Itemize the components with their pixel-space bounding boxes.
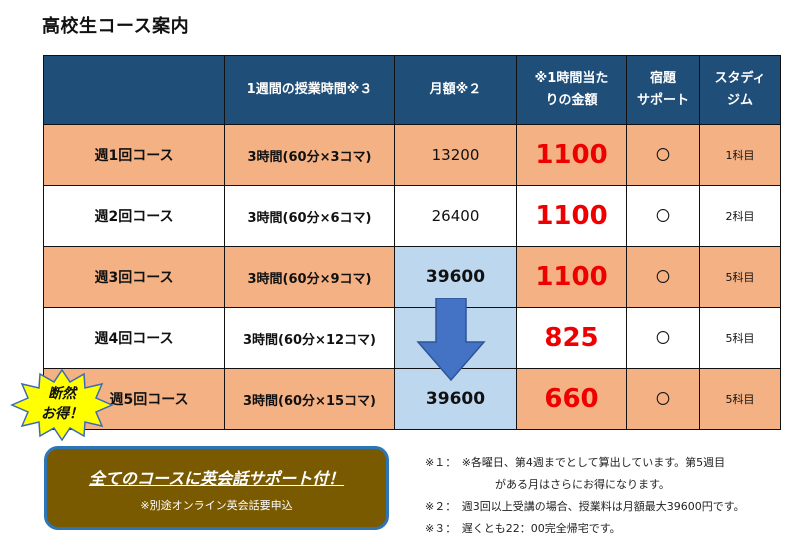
note-1-line2: がある月はさらにお得になります。 (495, 478, 670, 491)
note-1-line1: ※１： ※各曜日、第4週までとして算出しています。第5週目 (425, 456, 726, 469)
hourly-rate: 1100 (516, 246, 627, 308)
hourly-rate: 660 (516, 368, 627, 430)
header-homework-line1: 宿題 (649, 70, 676, 86)
hourly-rate: 1100 (516, 185, 627, 247)
header-rate-line2: りの金額 (545, 93, 598, 108)
study-gym: 5科目 (699, 307, 781, 369)
study-gym: 1科目 (699, 124, 781, 186)
homework-support: 〇 (626, 185, 700, 247)
monthly-fee: 26400 (394, 185, 517, 247)
course-name: 週4回コース (43, 307, 225, 369)
note-2: ※２： 週3回以上受講の場合、授業料は月額最大39600円です。 (425, 500, 745, 513)
weekly-hours: 3時間(60分×9コマ) (224, 246, 395, 308)
header-rate-line1: ※1時間当た (534, 70, 609, 86)
homework-support: 〇 (626, 124, 700, 186)
course-name: 週1回コース (43, 124, 225, 186)
badge-line2: お得！ (41, 406, 83, 422)
monthly-fee: 39600 (394, 368, 517, 430)
table-row: 週2回コース 3時間(60分×6コマ) 26400 1100 〇 2科目 (43, 185, 781, 247)
table-row: 週3回コース 3時間(60分×9コマ) 39600 1100 〇 5科目 (43, 246, 781, 308)
english-support-title: 全てのコースに英会話サポート付！ (88, 469, 345, 488)
starburst-icon (10, 368, 114, 442)
course-table: 1週間の授業時間※３ 月額※２ ※1時間当た りの金額 宿題サポート スタディジム… (43, 55, 781, 430)
page-title: 高校生コース案内 (42, 16, 190, 37)
weekly-hours: 3時間(60分×15コマ) (224, 368, 395, 430)
table-row: 週5回コース 3時間(60分×15コマ) 39600 660 〇 5科目 (43, 368, 781, 430)
table-row: 週1回コース 3時間(60分×3コマ) 13200 1100 〇 1科目 (43, 124, 781, 186)
weekly-hours: 3時間(60分×6コマ) (224, 185, 395, 247)
weekly-hours: 3時間(60分×3コマ) (224, 124, 395, 186)
study-gym: 5科目 (699, 368, 781, 430)
english-support-box: 全てのコースに英会話サポート付！ ※別途オンライン英会話要申込 (44, 446, 389, 530)
hourly-rate: 1100 (516, 124, 627, 186)
table-header-row: 1週間の授業時間※３ 月額※２ ※1時間当た りの金額 宿題サポート スタディジム (43, 55, 781, 125)
note-3: ※３： 遅くとも22：00完全帰宅です。 (425, 522, 621, 535)
hourly-rate: 825 (516, 307, 627, 369)
course-name: 週3回コース (43, 246, 225, 308)
english-support-note: ※別途オンライン英会話要申込 (140, 499, 293, 512)
monthly-fee: 13200 (394, 124, 517, 186)
header-studygym-line1: スタディ (714, 70, 766, 86)
table-row: 週4回コース 3時間(60分×12コマ) 825 〇 5科目 (43, 307, 781, 369)
header-studygym: スタディ ジム (699, 55, 781, 125)
course-name: 週2回コース (43, 185, 225, 247)
header-hours: 1週間の授業時間※３ (224, 55, 395, 125)
footnotes: ※１： ※各曜日、第4週までとして算出しています。第5週目 がある月はさらにお得… (425, 452, 745, 540)
header-homework-line2: サポート (636, 93, 689, 108)
down-arrow-icon (416, 298, 486, 382)
study-gym: 2科目 (699, 185, 781, 247)
header-course (43, 55, 225, 125)
homework-support: 〇 (626, 368, 700, 430)
study-gym: 5科目 (699, 246, 781, 308)
homework-support: 〇 (626, 307, 700, 369)
header-homework: 宿題 サポート (626, 55, 700, 125)
header-monthly: 月額※２ (394, 55, 517, 125)
deal-badge: 断然 お得！ (10, 368, 114, 442)
badge-line1: 断然 (48, 386, 76, 402)
header-rate: ※1時間当た りの金額 (516, 55, 627, 125)
header-studygym-line2: ジム (726, 93, 753, 108)
homework-support: 〇 (626, 246, 700, 308)
weekly-hours: 3時間(60分×12コマ) (224, 307, 395, 369)
